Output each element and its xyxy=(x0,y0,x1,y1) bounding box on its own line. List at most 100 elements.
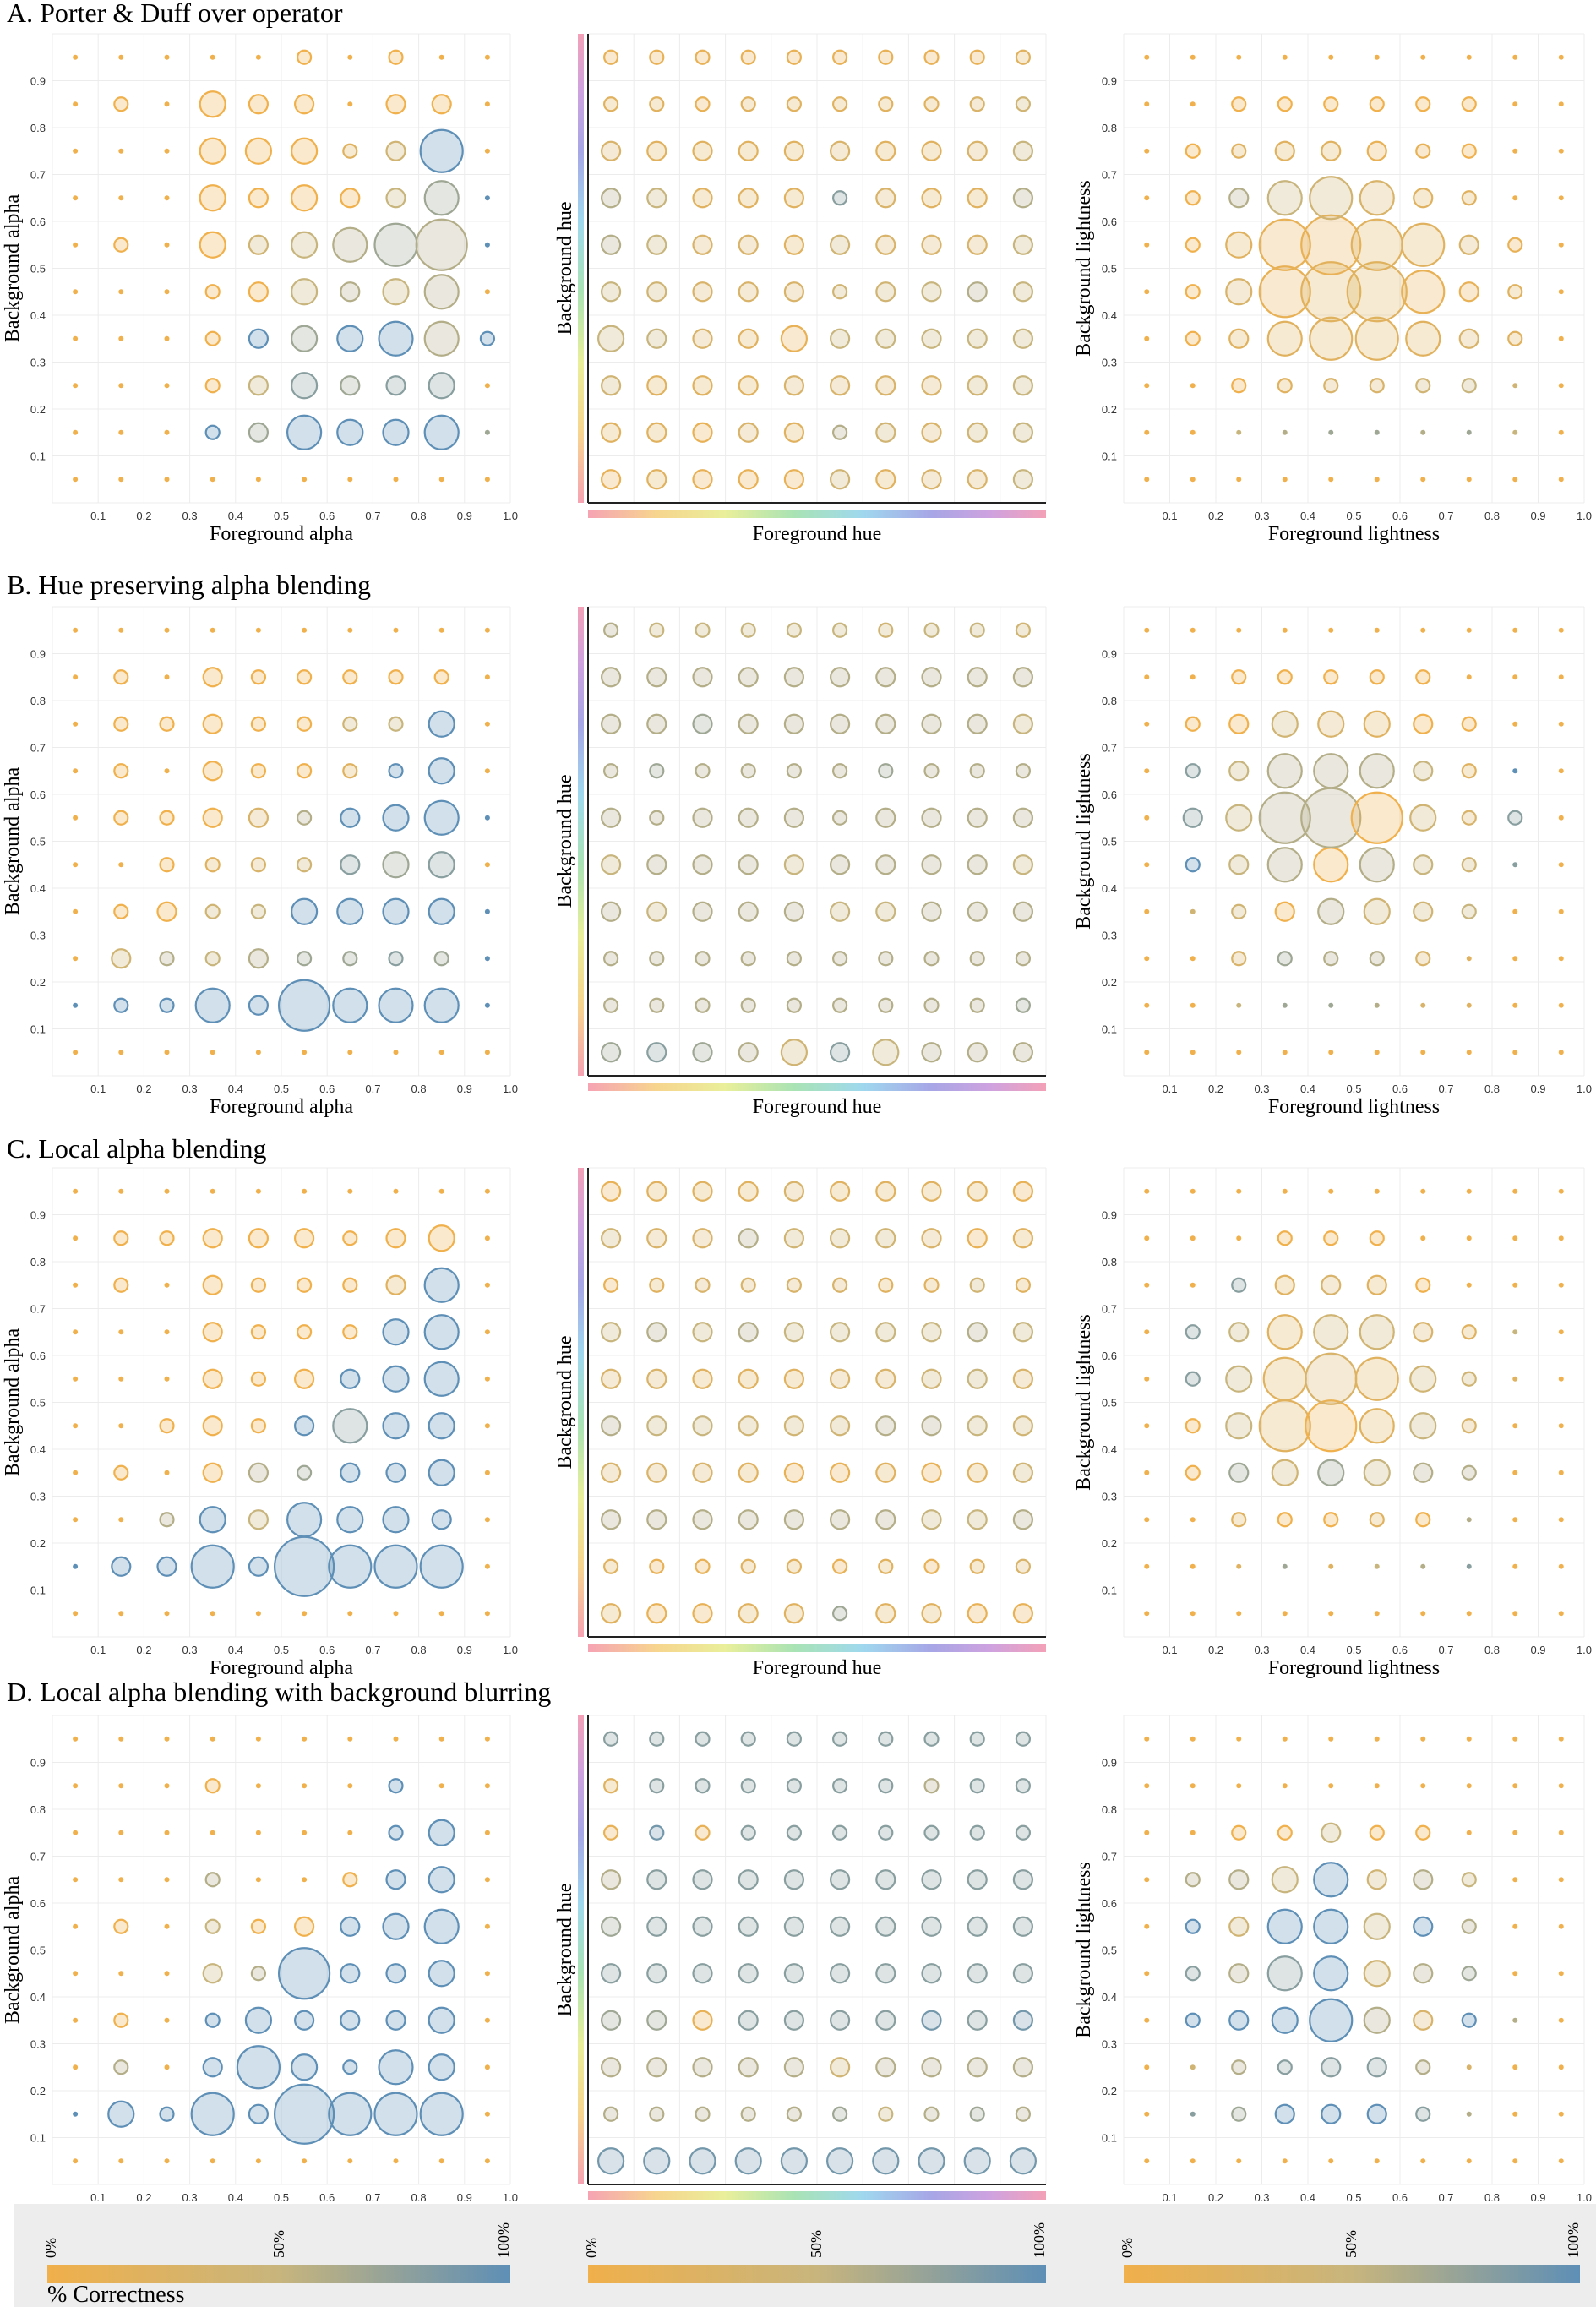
x-tick-label: 0.7 xyxy=(365,510,380,522)
bubble-point xyxy=(250,1966,266,1982)
bubble-point xyxy=(1144,1563,1150,1569)
bubble-point xyxy=(875,1462,896,1483)
bubble-point xyxy=(600,2057,622,2078)
bubble-point xyxy=(923,96,940,112)
bubble-point xyxy=(1466,1282,1472,1288)
bubble-point xyxy=(210,1611,215,1617)
bubble-point xyxy=(1313,753,1349,789)
bubble-point xyxy=(294,2010,315,2031)
bubble-point xyxy=(1558,815,1564,821)
bubble-point xyxy=(248,1556,269,1577)
bubble-point xyxy=(1185,1966,1201,1982)
bubble-point xyxy=(164,1877,170,1883)
bubble-point xyxy=(600,1322,622,1343)
bubble-point xyxy=(1282,477,1288,483)
bubble-point xyxy=(692,469,713,490)
x-tick-label: 0.8 xyxy=(411,1644,427,1656)
x-tick-label: 0.6 xyxy=(319,2191,335,2204)
bubble-point xyxy=(199,231,226,259)
bubble-point xyxy=(1012,1042,1034,1063)
y-tick-label: 0.1 xyxy=(30,1584,46,1597)
bubble-point xyxy=(73,862,79,868)
y-tick-label: 0.3 xyxy=(1102,1491,1117,1503)
bubble-point xyxy=(1461,1918,1477,1934)
x-tick-label: 1.0 xyxy=(1577,1083,1592,1095)
bubble-point xyxy=(113,903,129,919)
bubble-point xyxy=(1461,903,1477,919)
bubble-point xyxy=(1512,429,1518,435)
bubble-point xyxy=(602,997,619,1013)
bubble-point xyxy=(829,140,851,161)
bubble-point xyxy=(1558,674,1564,680)
bubble-point xyxy=(1012,140,1034,161)
bubble-point xyxy=(1328,1611,1334,1617)
x-tick-label: 0.6 xyxy=(1392,510,1408,522)
bubble-point xyxy=(255,1188,261,1194)
x-tick-label: 0.2 xyxy=(136,1644,151,1656)
bubble-point xyxy=(302,1783,308,1789)
bubble-point xyxy=(73,1971,79,1977)
bubble-point xyxy=(1415,2059,1431,2075)
bubble-point xyxy=(1363,1459,1391,1486)
bubble-point xyxy=(1558,908,1564,914)
bubble-point xyxy=(600,2010,622,2031)
x-tick-label: 0.9 xyxy=(1530,2191,1545,2204)
x-tick-label: 0.2 xyxy=(136,1083,151,1095)
bubble-point xyxy=(382,418,410,446)
bubble-point xyxy=(695,2106,711,2122)
x-tick-label: 0.8 xyxy=(1484,1083,1500,1095)
bubble-point xyxy=(1266,847,1303,883)
bubble-point xyxy=(199,137,226,165)
bubble-point xyxy=(340,2010,361,2031)
bubble-point xyxy=(336,325,364,352)
bubble-point xyxy=(340,1368,361,1389)
bubble-point xyxy=(1328,429,1334,435)
bubble-point xyxy=(786,2106,803,2122)
bubble-point xyxy=(113,997,129,1013)
x-tick-label: 0.9 xyxy=(457,2191,472,2204)
x-tick-label: 0.3 xyxy=(1254,2191,1269,2204)
bubble-point xyxy=(382,1365,410,1393)
bubble-point xyxy=(1015,1558,1032,1574)
bubble-point xyxy=(1144,383,1150,389)
bubble-point xyxy=(1374,429,1380,435)
bubble-point xyxy=(1144,1736,1150,1742)
bubble-point xyxy=(484,1329,490,1335)
bubble-point xyxy=(967,1963,988,1984)
bubble-point xyxy=(164,148,170,154)
x-tick-label: 0.1 xyxy=(1162,2191,1177,2204)
bubble-point xyxy=(600,1869,622,1890)
bubble-point xyxy=(1236,1188,1242,1194)
y-axis-label: Background lightness xyxy=(1073,1862,1095,2038)
bubble-point xyxy=(204,903,221,919)
bubble-point xyxy=(1185,284,1201,300)
bubble-point xyxy=(1328,477,1334,483)
bubble-point xyxy=(1185,143,1201,159)
bubble-point xyxy=(1190,2064,1196,2070)
bubble-point xyxy=(1461,810,1477,826)
bubble-point xyxy=(1363,2006,1391,2034)
bubble-point xyxy=(385,1963,406,1984)
bubble-point xyxy=(278,979,331,1032)
bubble-point xyxy=(423,1314,460,1350)
bubble-point xyxy=(1374,1783,1380,1789)
bubble-point xyxy=(1190,383,1196,389)
bubble-point xyxy=(199,184,226,212)
bubble-point xyxy=(1228,1963,1250,1984)
legend: 0% 50% 100% 0% 50% 100% 0% 50% 100% % Co… xyxy=(14,2204,1596,2307)
bubble-point xyxy=(1012,469,1034,490)
y-axis-label: Background lightness xyxy=(1073,180,1095,357)
bubble-point xyxy=(734,2147,762,2175)
hue-gradient-x xyxy=(588,1644,1046,1652)
bubble-point xyxy=(1328,1002,1334,1008)
bubble-point xyxy=(1012,1368,1034,1389)
bubble-point xyxy=(921,2057,942,2078)
bubble-point xyxy=(875,375,896,396)
bubble-point xyxy=(875,901,896,922)
bubble-point xyxy=(1346,261,1408,323)
bubble-point xyxy=(646,854,667,875)
y-tick-label: 0.3 xyxy=(30,930,46,942)
bubble-point xyxy=(1558,2017,1564,2023)
bubble-point xyxy=(878,1277,894,1293)
y-tick-label: 0.3 xyxy=(30,357,46,369)
